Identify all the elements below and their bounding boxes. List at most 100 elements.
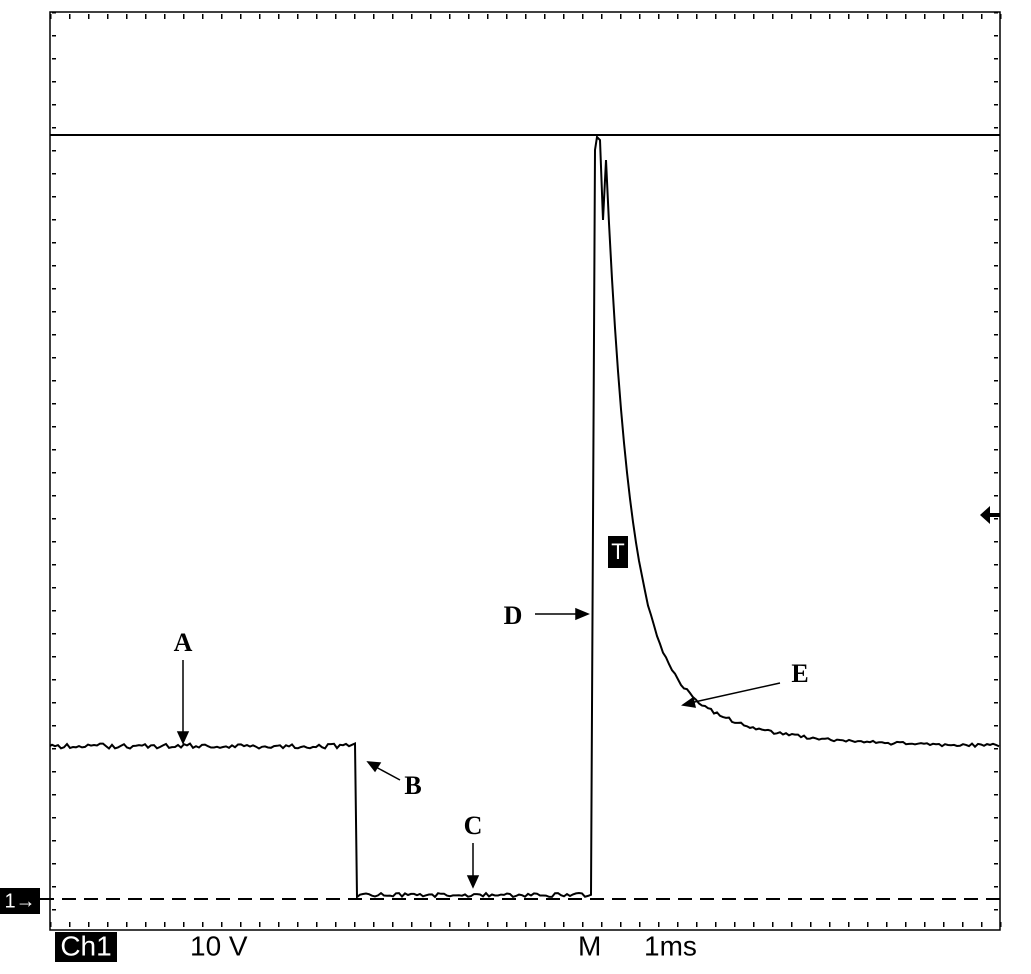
tick-dot	[52, 242, 56, 244]
tick-dot	[240, 922, 242, 927]
tick-dot	[994, 656, 998, 658]
tick-dot	[126, 922, 128, 927]
tick-dot	[52, 587, 56, 589]
tick-dot	[430, 922, 432, 927]
tick-dot	[52, 426, 56, 428]
tick-dot	[316, 922, 318, 927]
tick-dot	[791, 922, 793, 927]
tick-dot	[52, 12, 56, 14]
tick-dot	[563, 922, 565, 927]
tick-dot	[563, 14, 565, 19]
tick-dot	[52, 35, 56, 37]
tick-dot	[52, 81, 56, 83]
tick-dot	[994, 771, 998, 773]
tick-dot	[183, 14, 185, 19]
tick-dot	[994, 472, 998, 474]
tick-dot	[753, 922, 755, 927]
tick-dot	[582, 922, 584, 927]
tick-dot	[639, 14, 641, 19]
annotation-label: B	[404, 771, 421, 800]
channel-label: Ch1	[60, 930, 111, 961]
tick-dot	[50, 14, 52, 19]
tick-dot	[52, 472, 56, 474]
tick-dot	[994, 863, 998, 865]
tick-dot	[829, 14, 831, 19]
tick-dot	[994, 794, 998, 796]
tick-dot	[52, 173, 56, 175]
tick-dot	[506, 922, 508, 927]
tick-dot	[791, 14, 793, 19]
timebase-label: 1ms	[644, 930, 697, 961]
tick-dot	[52, 656, 56, 658]
tick-dot	[411, 14, 413, 19]
tick-dot	[994, 518, 998, 520]
tick-dot	[994, 610, 998, 612]
tick-dot	[994, 702, 998, 704]
tick-dot	[994, 426, 998, 428]
tick-dot	[1000, 922, 1002, 927]
tick-dot	[335, 922, 337, 927]
tick-dot	[50, 922, 52, 927]
tick-dot	[392, 14, 394, 19]
tick-dot	[677, 922, 679, 927]
graticule-ticks	[50, 12, 1002, 927]
tick-dot	[994, 35, 998, 37]
tick-dot	[994, 679, 998, 681]
tick-dot	[52, 104, 56, 106]
tick-dot	[335, 14, 337, 19]
tick-dot	[52, 495, 56, 497]
tick-dot	[52, 771, 56, 773]
tick-dot	[373, 14, 375, 19]
tick-dot	[994, 104, 998, 106]
tick-dot	[867, 14, 869, 19]
tick-dot	[411, 922, 413, 927]
tick-dot	[202, 14, 204, 19]
tick-dot	[52, 817, 56, 819]
tick-dot	[69, 922, 71, 927]
tick-dot	[994, 633, 998, 635]
tick-dot	[487, 922, 489, 927]
tick-dot	[994, 196, 998, 198]
tick-dot	[52, 679, 56, 681]
tick-dot	[924, 922, 926, 927]
tick-dot	[994, 150, 998, 152]
tick-dot	[145, 922, 147, 927]
tick-dot	[658, 922, 660, 927]
annotation-label: D	[504, 601, 523, 630]
tick-dot	[52, 909, 56, 911]
tick-dot	[69, 14, 71, 19]
tick-dot	[994, 219, 998, 221]
tick-dot	[316, 14, 318, 19]
tick-dot	[52, 380, 56, 382]
tick-dot	[52, 840, 56, 842]
tick-dot	[468, 14, 470, 19]
tick-dot	[981, 14, 983, 19]
tick-dot	[677, 14, 679, 19]
tick-dot	[52, 518, 56, 520]
tick-dot	[601, 922, 603, 927]
tick-dot	[734, 922, 736, 927]
annotation-label: E	[791, 659, 808, 688]
tick-dot	[994, 587, 998, 589]
tick-dot	[52, 150, 56, 152]
tick-dot	[240, 14, 242, 19]
tick-dot	[52, 633, 56, 635]
tick-dot	[994, 886, 998, 888]
tick-dot	[994, 840, 998, 842]
tick-dot	[487, 14, 489, 19]
tick-dot	[943, 922, 945, 927]
tick-dot	[52, 564, 56, 566]
tick-dot	[810, 922, 812, 927]
tick-dot	[994, 81, 998, 83]
ground-marker-box	[0, 888, 40, 914]
trigger-box	[608, 536, 628, 568]
tick-dot	[962, 922, 964, 927]
tick-dot	[810, 14, 812, 19]
tick-dot	[52, 265, 56, 267]
tick-dot	[52, 196, 56, 198]
tick-dot	[994, 242, 998, 244]
tick-dot	[620, 922, 622, 927]
channel-box	[55, 932, 117, 962]
tick-dot	[829, 922, 831, 927]
tick-dot	[994, 541, 998, 543]
